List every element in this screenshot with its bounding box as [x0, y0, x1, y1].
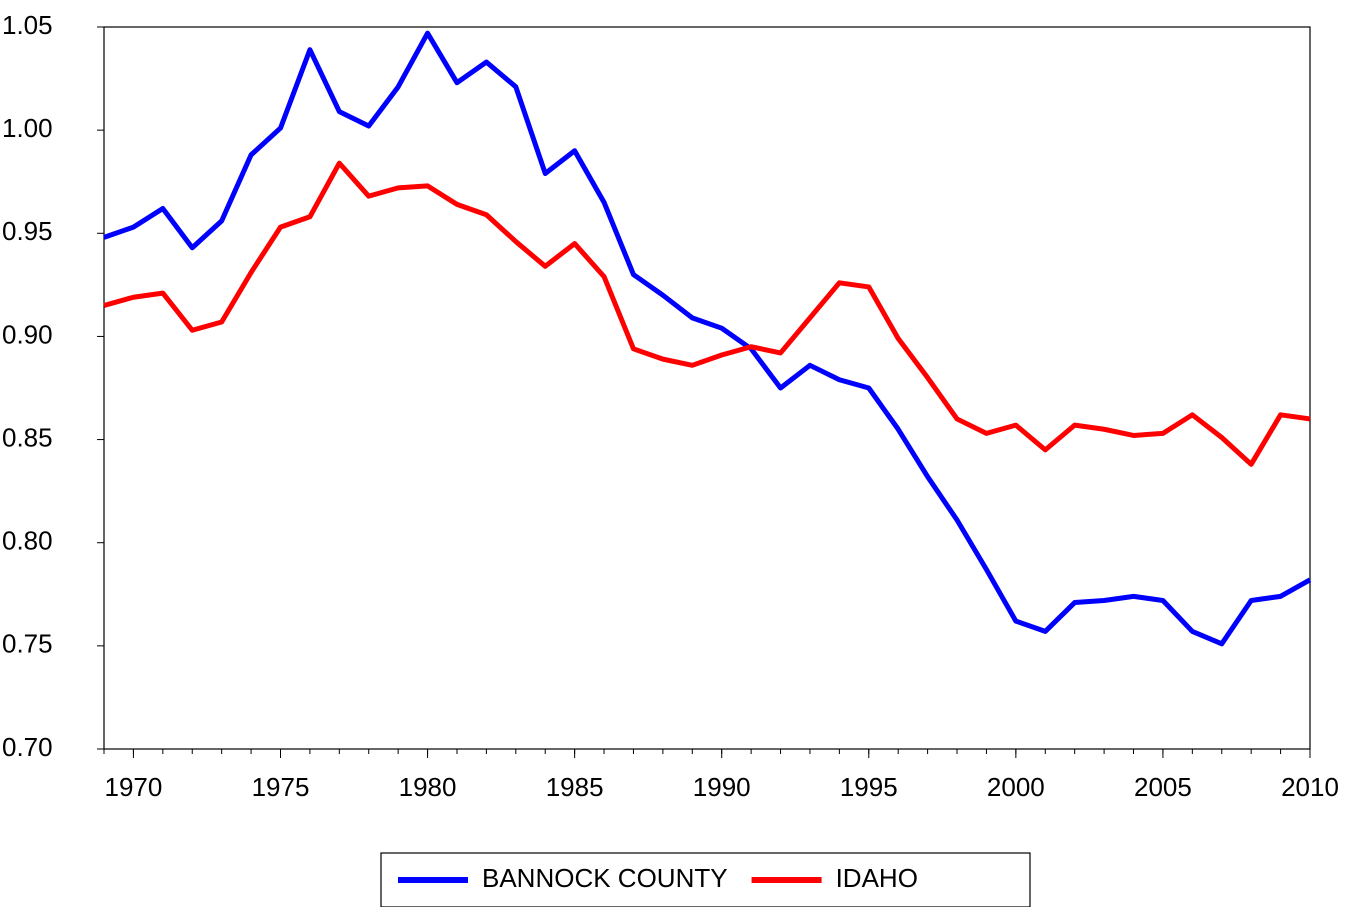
x-tick-label: 1990 [693, 772, 751, 802]
y-tick-label: 0.70 [2, 732, 53, 762]
legend-label: IDAHO [836, 863, 918, 893]
x-tick-label: 1970 [104, 772, 162, 802]
legend-label: BANNOCK COUNTY [482, 863, 728, 893]
x-tick-label: 1975 [252, 772, 310, 802]
y-tick-label: 0.75 [2, 629, 53, 659]
y-tick-label: 0.90 [2, 319, 53, 349]
y-tick-label: 1.05 [2, 10, 53, 40]
y-tick-label: 0.85 [2, 422, 53, 452]
y-tick-label: 1.00 [2, 113, 53, 143]
x-tick-label: 1985 [546, 772, 604, 802]
x-tick-label: 2005 [1134, 772, 1192, 802]
y-tick-label: 0.95 [2, 216, 53, 246]
y-tick-label: 0.80 [2, 526, 53, 556]
x-tick-label: 2000 [987, 772, 1045, 802]
legend-box [380, 852, 1031, 907]
series-line [103, 160, 1311, 467]
x-tick-label: 1980 [399, 772, 457, 802]
series-line [103, 30, 1312, 647]
x-tick-label: 1995 [840, 772, 898, 802]
x-tick-label: 2010 [1281, 772, 1339, 802]
plot-frame [103, 26, 1311, 750]
